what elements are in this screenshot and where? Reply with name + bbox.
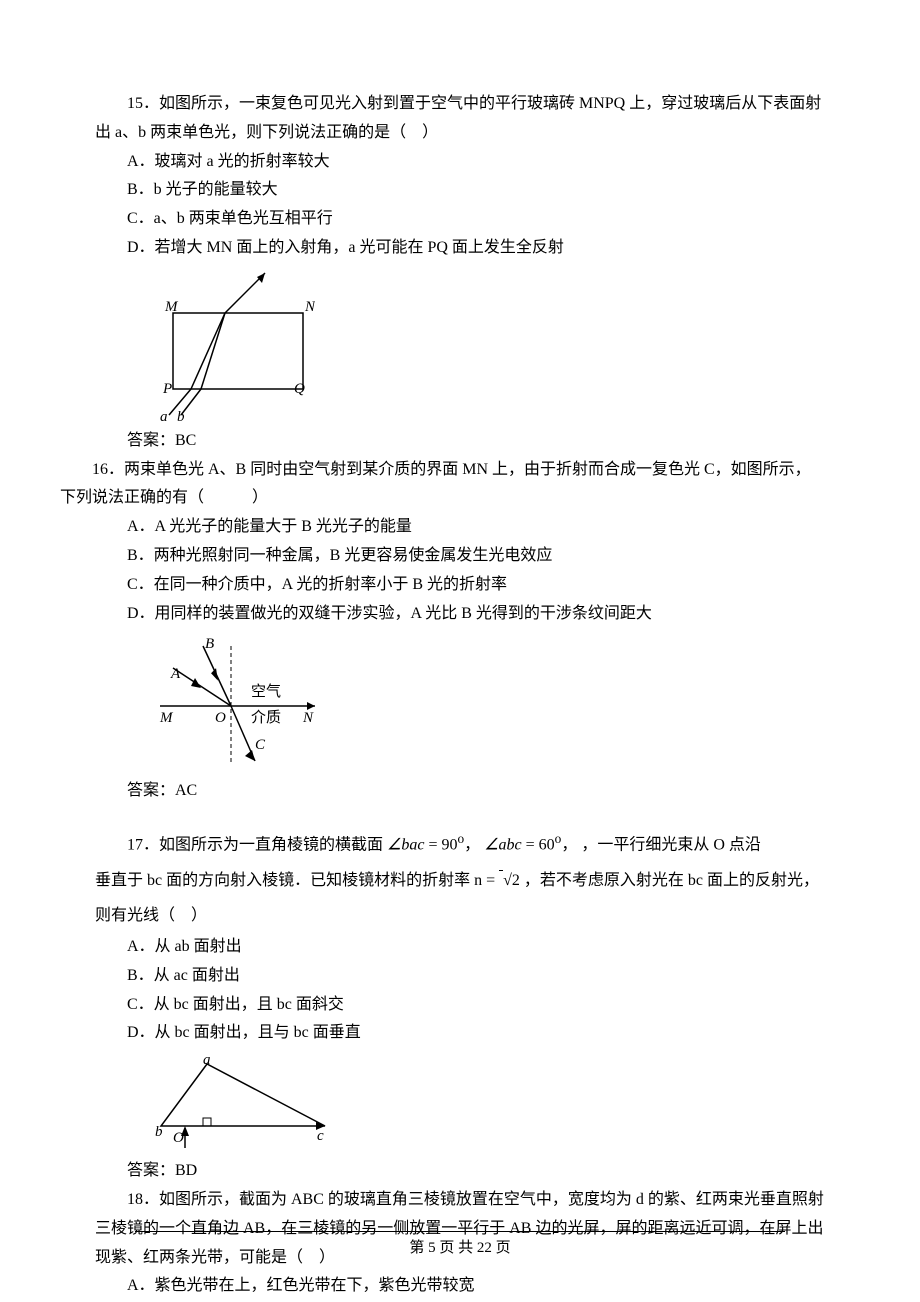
svg-text:a: a <box>160 409 168 421</box>
q15-answer: 答案：BC <box>95 427 825 456</box>
q15-figure: M N P Q a b <box>155 271 825 421</box>
svg-text:b: b <box>155 1124 163 1140</box>
q17-stem-line2: 垂直于 bc 面的方向射入棱镜．已知棱镜材料的折射率 n = √2 ，若不考虑原… <box>95 863 825 933</box>
q16-stem: 16．两束单色光 A、B 同时由空气射到某介质的界面 MN 上，由于折射而合成一… <box>60 456 825 514</box>
q15-stem: 15．如图所示，一束复色可见光入射到置于空气中的平行玻璃砖 MNPQ 上，穿过玻… <box>95 90 825 148</box>
svg-text:A: A <box>170 666 181 682</box>
q17-figure: a b c O <box>155 1056 825 1151</box>
q15-option-c: C．a、b 两束单色光互相平行 <box>95 205 825 234</box>
q17-stem-line1: 17．如图所示为一直角棱镜的横截面 ∠bac = 90o， ∠abc = 60o… <box>95 824 825 863</box>
svg-text:N: N <box>302 710 314 726</box>
q16-option-a: A．A 光光子的能量大于 B 光光子的能量 <box>95 513 825 542</box>
svg-text:P: P <box>162 381 172 397</box>
svg-text:N: N <box>304 299 315 315</box>
q17-option-a: A．从 ab 面射出 <box>95 933 825 962</box>
q16-option-b: B．两种光照射同一种金属，B 光更容易使金属发生光电效应 <box>95 542 825 571</box>
q15-option-b: B．b 光子的能量较大 <box>95 176 825 205</box>
q17-option-c: C．从 bc 面射出，且 bc 面斜交 <box>95 991 825 1020</box>
svg-text:M: M <box>159 710 174 726</box>
footer-rule <box>135 1231 785 1232</box>
q17-answer: 答案：BD <box>95 1157 825 1186</box>
svg-text:c: c <box>317 1128 324 1144</box>
svg-text:Q: Q <box>294 381 305 397</box>
svg-text:B: B <box>205 636 214 652</box>
q17-option-d: D．从 bc 面射出，且与 bc 面垂直 <box>95 1019 825 1048</box>
svg-text:介质: 介质 <box>251 709 281 726</box>
q16-figure: B A C M N O 空气 介质 <box>155 636 825 771</box>
q16-option-c: C．在同一种介质中，A 光的折射率小于 B 光的折射率 <box>95 571 825 600</box>
svg-text:a: a <box>203 1056 211 1068</box>
svg-text:空气: 空气 <box>251 683 281 700</box>
q17-option-b: B．从 ac 面射出 <box>95 962 825 991</box>
q16-option-d: D．用同样的装置做光的双缝干涉实验，A 光比 B 光得到的干涉条纹间距大 <box>95 600 825 629</box>
q15-option-a: A．玻璃对 a 光的折射率较大 <box>95 148 825 177</box>
svg-text:O: O <box>215 710 226 726</box>
svg-text:b: b <box>177 409 185 421</box>
q15-option-d: D．若增大 MN 面上的入射角，a 光可能在 PQ 面上发生全反射 <box>95 234 825 263</box>
q16-answer: 答案：AC <box>95 777 825 806</box>
footer-page: 第 5 页 共 22 页 <box>0 1235 920 1262</box>
svg-text:C: C <box>255 737 266 753</box>
q18-option-a: A．紫色光带在上，红色光带在下，紫色光带较宽 <box>95 1272 825 1301</box>
svg-text:M: M <box>164 299 179 315</box>
svg-text:O: O <box>173 1130 184 1146</box>
